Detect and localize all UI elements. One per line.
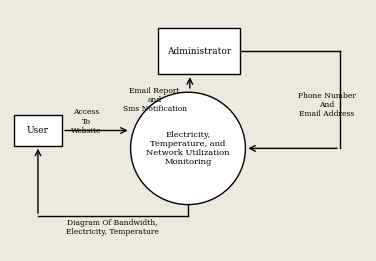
FancyBboxPatch shape [158,28,240,74]
Text: Phone Number
And
Email Address: Phone Number And Email Address [298,92,356,118]
Text: Administrator: Administrator [167,47,231,56]
Ellipse shape [130,92,246,205]
Text: Access
To
Website: Access To Website [71,108,102,135]
FancyBboxPatch shape [14,115,62,146]
Text: Email Report
and
Sms Notification: Email Report and Sms Notification [123,87,187,113]
Text: User: User [27,126,49,135]
Text: Electricity,
Temperature, and
Network Utilization
Monitoring: Electricity, Temperature, and Network Ut… [146,130,230,166]
Text: Diagram Of Bandwidth,
Electricity, Temperature: Diagram Of Bandwidth, Electricity, Tempe… [66,219,159,236]
